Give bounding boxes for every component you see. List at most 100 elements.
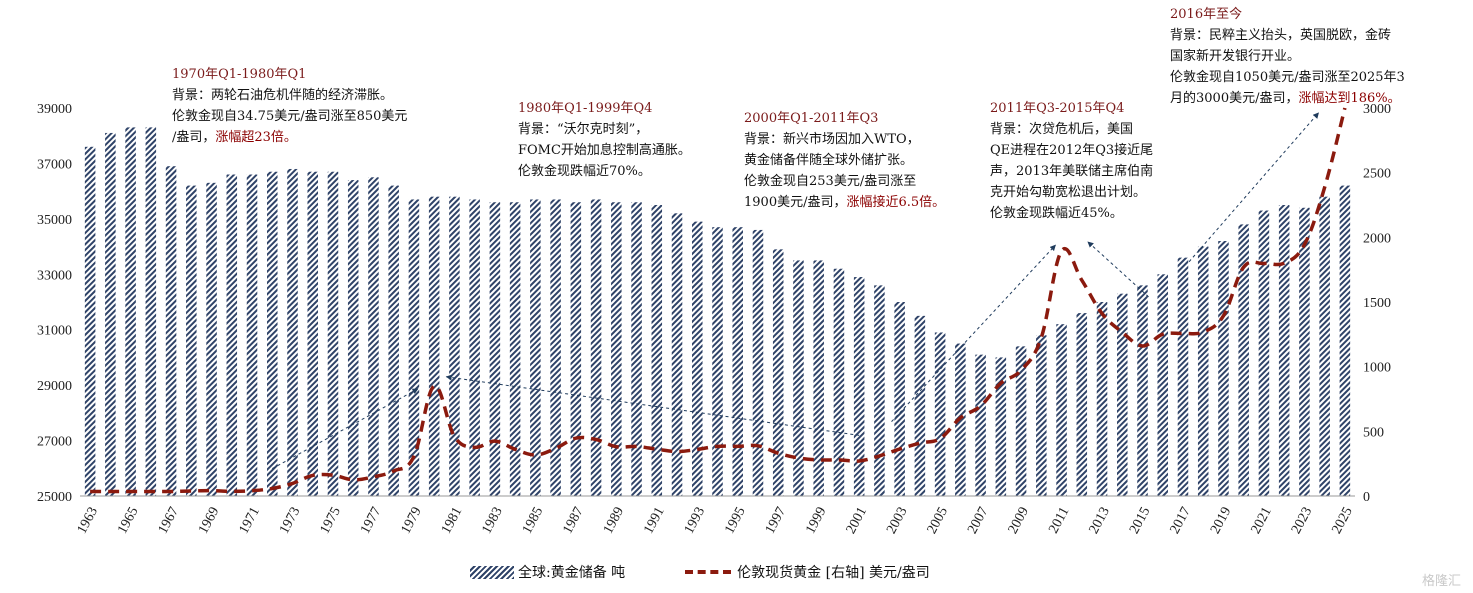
bar-2010 — [1036, 335, 1047, 496]
bar-1994 — [712, 227, 723, 496]
line-series — [90, 107, 1347, 494]
annotation-2000-2011: 2000年Q1-2011年Q3 背景：新兴市场因加入WTO， 黄金储备伴随全球外储扩… — [744, 108, 945, 213]
annotation-title: 1970年Q1-1980年Q1 — [172, 67, 307, 82]
x-tick-label: 2023 — [1289, 505, 1315, 537]
bar-1985 — [530, 199, 541, 496]
annotation-line: 伦敦金现自34.75美元/盎司涨至850美元 — [172, 106, 407, 127]
bar-1991 — [651, 205, 663, 496]
annotation-text: 克开始勾勒宽松退出计划。 — [990, 185, 1147, 200]
annotation-line: 克开始勾勒宽松退出计划。 — [990, 182, 1153, 203]
x-tick-label: 1983 — [479, 505, 505, 537]
left-tick-label: 33000 — [37, 268, 72, 283]
annotation-line: 背景：次贷危机后，美国 — [990, 119, 1153, 140]
left-tick-label: 35000 — [37, 213, 72, 228]
annotation-title: 2016年至今 — [1170, 7, 1243, 22]
bar-1987 — [570, 202, 582, 496]
x-tick-label: 1969 — [196, 505, 222, 537]
x-tick-label: 1977 — [358, 505, 384, 537]
x-tick-label: 1991 — [641, 505, 667, 537]
bar-1976 — [347, 180, 359, 497]
left-tick-label: 27000 — [37, 435, 72, 450]
annotation-line: 背景：民粹主义抬头，英国脱欧，金砖 — [1170, 25, 1405, 46]
bar-1968 — [186, 185, 197, 496]
bar-1983 — [489, 202, 501, 496]
x-tick-label: 1981 — [439, 505, 465, 537]
bar-1993 — [692, 221, 703, 496]
x-tick-label: 1979 — [398, 505, 424, 537]
right-tick-label: 500 — [1363, 425, 1384, 440]
annotation-text: /盎司， — [172, 130, 216, 145]
annotation-text: 背景：次贷危机后，美国 — [990, 122, 1134, 137]
bar-1982 — [469, 199, 480, 496]
annotation-text: 声，2013年美联储主席伯南 — [990, 164, 1154, 179]
annotation-line: 背景：新兴市场因加入WTO， — [744, 129, 945, 150]
annotation-highlight: 涨幅超23倍。 — [215, 130, 297, 145]
x-tick-label: 2019 — [1208, 505, 1234, 537]
watermark-logo: 格隆汇 — [1421, 574, 1461, 589]
bar-1988 — [590, 199, 602, 496]
annotation-line: 背景：“沃尔克时刻”， — [518, 119, 691, 140]
bar-1992 — [671, 213, 683, 497]
x-tick-label: 1971 — [237, 505, 263, 537]
bar-2007 — [975, 354, 986, 496]
x-tick-label: 2003 — [884, 505, 910, 537]
annotation-title: 2011年Q3-2015年Q4 — [990, 101, 1125, 116]
bar-2004 — [914, 315, 926, 496]
right-tick-label: 1500 — [1363, 296, 1391, 311]
bar-2013 — [1096, 302, 1108, 496]
bar-2022 — [1278, 205, 1290, 496]
right-tick-label: 1000 — [1363, 361, 1391, 376]
bar-1989 — [611, 202, 622, 496]
bar-1971 — [246, 174, 258, 496]
annotation-text: 月的3000美元/盎司， — [1170, 91, 1299, 106]
annotation-text: FOMC开始加息控制高通胀。 — [518, 143, 691, 158]
bar-1979 — [408, 199, 420, 496]
annotation-line: 伦敦金现跌幅近70%。 — [518, 161, 691, 182]
bar-2014 — [1117, 293, 1128, 496]
bar-1999 — [813, 260, 824, 496]
annotation-line: 伦敦金现自253美元/盎司涨至 — [744, 171, 945, 192]
trend-arrow-3 — [891, 244, 1056, 422]
x-tick-label: 2025 — [1329, 505, 1355, 537]
bar-2016 — [1157, 274, 1168, 496]
annotation-text: 国家新开发银行开业。 — [1170, 49, 1301, 64]
annotation-text: 伦敦金现自1050美元/盎司涨至2025年3 — [1170, 70, 1405, 85]
left-tick-label: 37000 — [37, 157, 72, 172]
annotation-title: 1980年Q1-1999年Q4 — [518, 101, 653, 116]
bar-2011 — [1056, 324, 1067, 496]
bar-2019 — [1218, 241, 1229, 496]
bar-1975 — [327, 171, 339, 496]
annotation-arrows — [272, 112, 1319, 470]
bar-2008 — [995, 357, 1007, 496]
annotation-line: 黄金储备伴随全球外储扩张。 — [744, 150, 945, 171]
bar-1970 — [226, 174, 238, 496]
bar-1980 — [428, 196, 440, 496]
bar-1974 — [307, 171, 318, 496]
annotation-line: 声，2013年美联储主席伯南 — [990, 161, 1153, 182]
annotation-line: FOMC开始加息控制高通胀。 — [518, 140, 691, 161]
annotation-line: 伦敦金现自1050美元/盎司涨至2025年3 — [1170, 67, 1405, 88]
annotation-1970-1980: 1970年Q1-1980年Q1 背景：两轮石油危机伴随的经济滞胀。 伦敦金现自34.… — [172, 64, 407, 148]
annotation-text: 背景：民粹主义抬头，英国脱欧，金砖 — [1170, 28, 1392, 43]
x-tick-label: 1995 — [722, 505, 748, 537]
left-tick-label: 31000 — [37, 324, 72, 339]
bar-2000 — [833, 268, 845, 496]
annotation-highlight: 涨幅接近6.5倍。 — [846, 195, 946, 210]
x-tick-label: 1963 — [75, 505, 101, 537]
bar-2025 — [1339, 185, 1351, 496]
bar-1967 — [165, 166, 177, 496]
annotation-line: 国家新开发银行开业。 — [1170, 46, 1405, 67]
x-tick-label: 2007 — [965, 505, 991, 537]
bar-2009 — [1015, 346, 1027, 496]
bar-1998 — [793, 260, 804, 496]
bar-2017 — [1177, 257, 1189, 496]
x-tick-label: 1965 — [115, 505, 141, 537]
legend-line-label: 伦敦现货黄金 [右轴] 美元/盎司 — [737, 565, 930, 581]
bar-1963 — [84, 146, 96, 497]
left-tick-label: 25000 — [37, 490, 72, 505]
bar-1978 — [388, 185, 399, 496]
annotation-line: 1900美元/盎司，涨幅接近6.5倍。 — [744, 192, 945, 213]
annotation-text: 黄金储备伴随全球外储扩张。 — [744, 153, 914, 168]
bar-1984 — [509, 202, 521, 496]
